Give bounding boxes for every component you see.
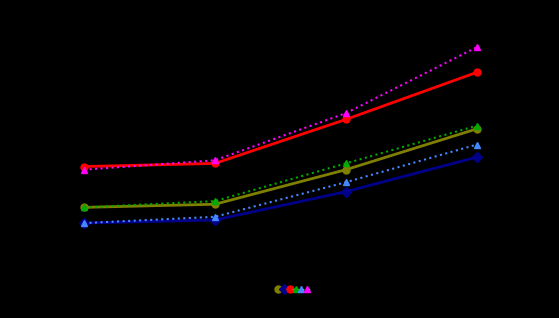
Legend: s1, s2, s3, s4, s5, s6: s1, s2, s3, s4, s5, s6 xyxy=(276,288,311,290)
